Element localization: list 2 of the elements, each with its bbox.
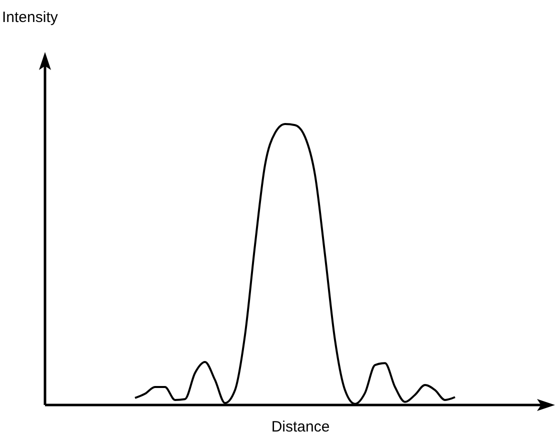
text: Intensity <box>2 9 58 26</box>
x-axis-title: Distance <box>271 418 330 436</box>
